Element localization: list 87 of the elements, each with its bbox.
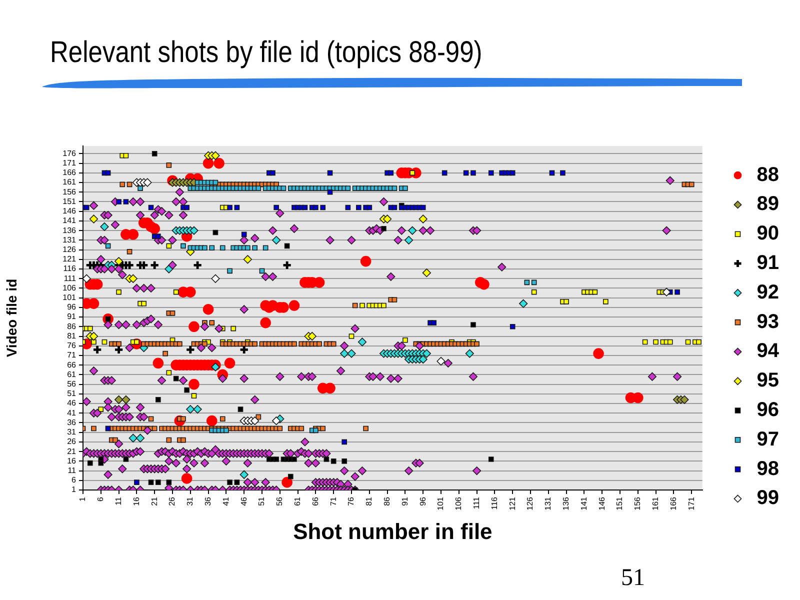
- x-axis-title: Shot number in file: [293, 518, 492, 544]
- chart-title: Relevant shots by file id (topics 88-99): [50, 36, 482, 70]
- x-tick-label: 76: [346, 496, 356, 506]
- x-tick-label: 56: [275, 496, 284, 506]
- y-tick-label: 46: [67, 398, 77, 408]
- y-tick-label: 131: [62, 235, 77, 244]
- y-tick-label: 21: [67, 446, 77, 456]
- x-tick-label: 136: [562, 496, 571, 510]
- x-tick-label: 116: [490, 496, 499, 510]
- y-tick-label: 6: [72, 476, 77, 485]
- x-tick-label: 151: [615, 496, 624, 510]
- legend-label: 99: [756, 487, 780, 510]
- legend-label: 92: [756, 281, 780, 304]
- x-tick-label: 121: [508, 496, 517, 510]
- y-tick-label: 76: [67, 341, 77, 350]
- x-tick-label: 161: [651, 496, 660, 510]
- y-tick-label: 26: [67, 437, 77, 446]
- x-tick-label: 46: [239, 496, 248, 506]
- y-tick-label: 176: [62, 148, 77, 158]
- y-tick-label: 1: [72, 485, 77, 494]
- y-tick-label: 96: [67, 302, 77, 312]
- y-tick-label: 66: [67, 360, 77, 370]
- legend-label: 96: [756, 399, 780, 422]
- x-tick-label: 26: [168, 496, 177, 506]
- y-tick-label: 71: [67, 350, 77, 360]
- x-tick-label: 36: [204, 496, 213, 506]
- y-tick-label: 91: [67, 312, 77, 322]
- y-tick-label: 11: [68, 466, 77, 475]
- x-tick-label: 171: [686, 496, 696, 510]
- x-tick-label: 61: [293, 496, 302, 506]
- y-tick-label: 111: [64, 274, 77, 283]
- y-tick-label: 31: [67, 428, 77, 437]
- legend-label: 95: [756, 370, 780, 392]
- y-tick-label: 121: [62, 254, 77, 264]
- x-tick-label: 41: [221, 496, 230, 506]
- y-tick-label: 161: [62, 178, 77, 187]
- x-tick-label: 1: [78, 496, 88, 502]
- text: 51: [621, 565, 645, 592]
- y-tick-label: 86: [67, 322, 77, 331]
- legend-label: 90: [756, 222, 780, 245]
- y-tick-label: 41: [67, 408, 77, 418]
- y-tick-label: 81: [67, 331, 77, 340]
- x-tick-label: 141: [579, 496, 588, 510]
- y-tick-label: 116: [63, 264, 77, 274]
- legend-label: 98: [756, 458, 780, 480]
- y-tick-label: 51: [67, 389, 77, 398]
- y-tick-label: 136: [62, 226, 77, 235]
- x-tick-label: 66: [310, 496, 320, 506]
- x-tick-label: 31: [186, 496, 195, 506]
- x-tick-label: 126: [526, 496, 535, 510]
- legend-label: 93: [756, 310, 780, 333]
- x-tick-label: 21: [150, 496, 159, 506]
- x-tick-label: 156: [633, 496, 642, 510]
- y-axis-title: Video file id: [3, 278, 20, 358]
- x-tick-label: 166: [668, 496, 678, 510]
- y-tick-label: 61: [67, 370, 77, 379]
- x-tick-label: 81: [364, 496, 374, 506]
- x-tick-label: 131: [544, 496, 553, 510]
- y-tick-label: 141: [62, 216, 77, 226]
- y-tick-label: 166: [62, 168, 77, 178]
- x-tick-label: 101: [436, 496, 446, 510]
- legend-label: 94: [756, 340, 780, 362]
- legend-label: 88: [756, 164, 780, 186]
- x-tick-label: 51: [257, 496, 266, 506]
- x-tick-label: 6: [96, 496, 106, 502]
- legend-label: 89: [756, 193, 780, 216]
- legend-label: 91: [756, 252, 780, 274]
- y-tick-label: 171: [62, 158, 77, 168]
- x-tick-label: 71: [328, 496, 338, 506]
- y-tick-label: 106: [62, 283, 77, 292]
- legend-label: 97: [756, 428, 780, 450]
- y-tick-label: 36: [67, 418, 77, 427]
- x-tick-label: 91: [400, 496, 410, 506]
- x-tick-label: 11: [114, 496, 124, 506]
- y-tick-label: 56: [67, 380, 77, 389]
- y-tick-label: 156: [62, 187, 77, 196]
- y-tick-label: 146: [62, 206, 77, 216]
- y-tick-label: 151: [62, 196, 77, 206]
- y-tick-label: 101: [62, 293, 77, 302]
- x-tick-label: 111: [472, 496, 482, 510]
- y-tick-label: 16: [67, 456, 77, 466]
- x-tick-label: 96: [418, 496, 428, 506]
- y-tick-label: 126: [62, 244, 77, 254]
- x-tick-label: 146: [597, 496, 606, 510]
- x-tick-label: 106: [454, 496, 464, 510]
- x-tick-label: 86: [382, 496, 392, 506]
- x-tick-label: 16: [132, 496, 141, 506]
